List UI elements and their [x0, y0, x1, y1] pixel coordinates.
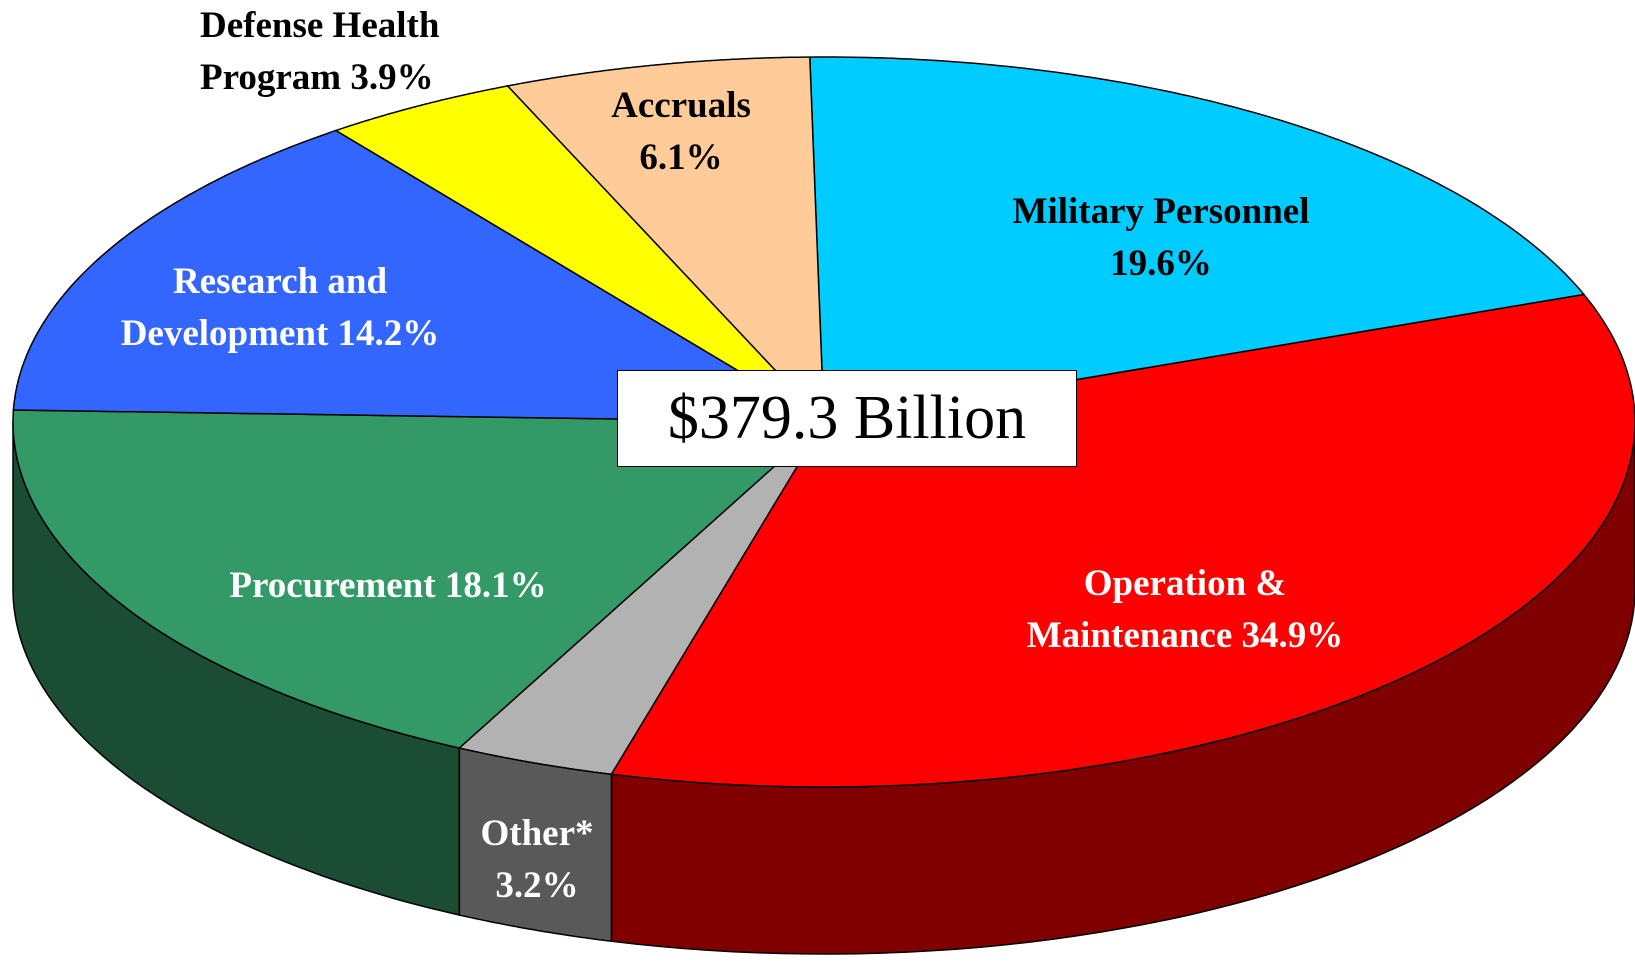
slice	[12, 129, 827, 423]
slice	[12, 409, 826, 749]
value-label: 6.1%	[639, 137, 723, 178]
category-name: Procurement	[229, 565, 436, 606]
slice-label: Operation & Maintenance 34.9%	[998, 558, 1373, 662]
category-name: Military Personnel	[1012, 191, 1310, 232]
slice-label: Procurement 18.1%	[138, 560, 638, 612]
category-name: Operation & Maintenance	[1026, 563, 1287, 656]
value-label: 18.1%	[444, 565, 547, 606]
value-label: 19.6%	[1110, 243, 1212, 284]
slice	[457, 421, 825, 775]
value-label: 14.2%	[337, 313, 440, 354]
slice-label: Other* 3.2%	[472, 808, 602, 912]
slice	[506, 56, 825, 424]
value-label: 3.9%	[350, 57, 434, 98]
total-label: $379.3 Billion	[617, 370, 1077, 467]
category-name: Other*	[480, 813, 594, 854]
value-label: 34.9%	[1241, 615, 1344, 656]
slice	[334, 85, 825, 423]
slice-label: Defense Health Program 3.9%	[200, 0, 490, 104]
slice	[809, 56, 1586, 423]
category-name: Research and Development	[120, 261, 388, 354]
slice-label: Research and Development 14.2%	[90, 256, 470, 360]
slice-label: Military Personnel 19.6%	[1001, 186, 1321, 290]
category-name: Defense Health Program	[200, 5, 440, 98]
value-label: 3.2%	[495, 865, 579, 906]
slice-label: Accruals 6.1%	[596, 80, 766, 184]
category-name: Accruals	[611, 85, 751, 126]
